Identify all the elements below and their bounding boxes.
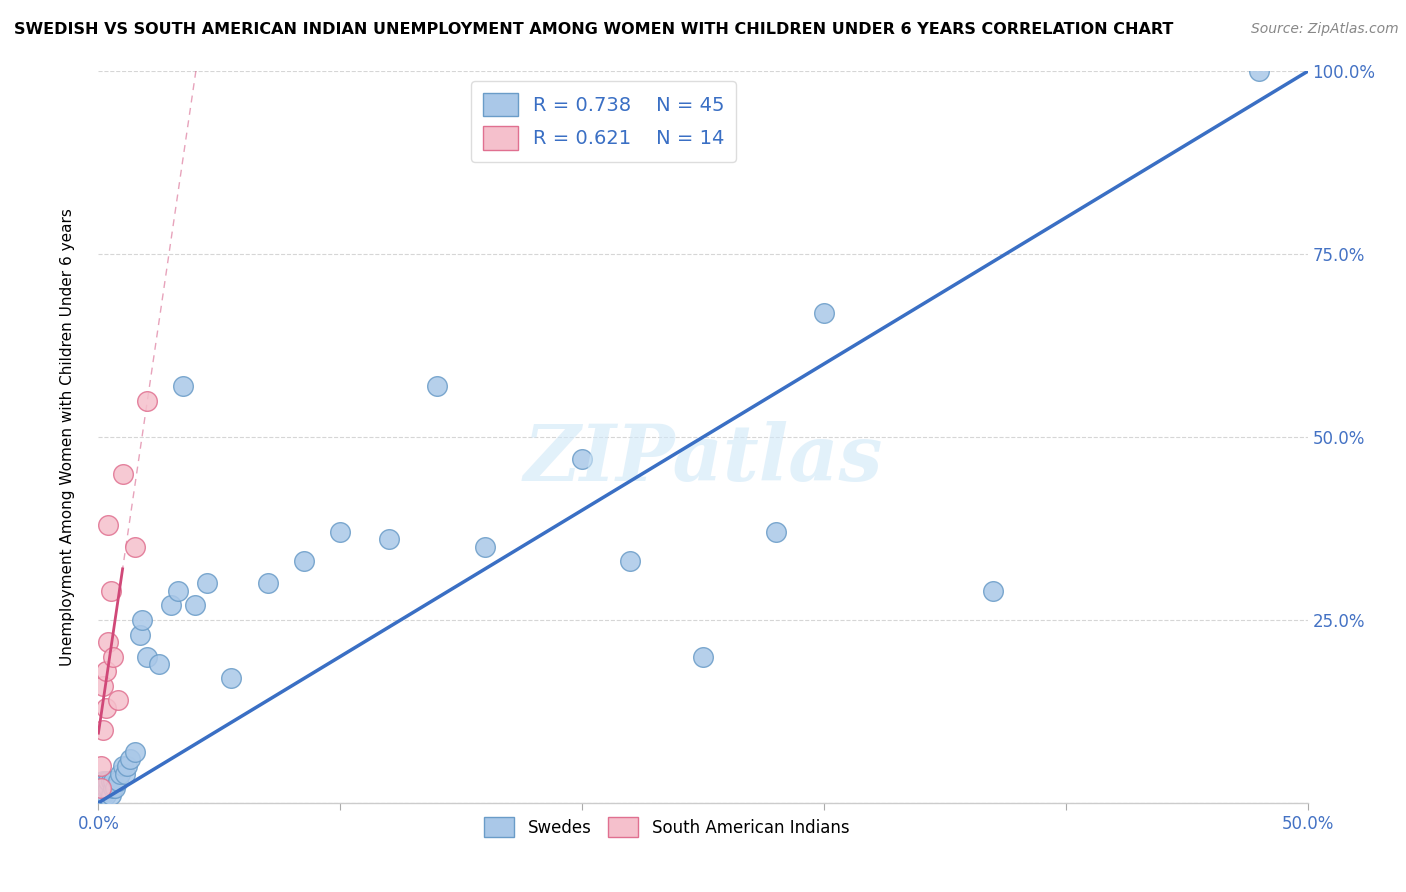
Point xyxy=(114,766,136,780)
Point xyxy=(101,649,124,664)
Point xyxy=(94,700,117,714)
Point xyxy=(97,635,120,649)
Point xyxy=(111,467,134,481)
Point xyxy=(90,759,112,773)
Point xyxy=(160,599,183,613)
Point xyxy=(101,781,124,796)
Point xyxy=(692,649,714,664)
Point xyxy=(108,766,131,780)
Point xyxy=(100,583,122,598)
Point xyxy=(765,525,787,540)
Point xyxy=(94,773,117,788)
Point xyxy=(91,679,114,693)
Point xyxy=(195,576,218,591)
Text: SWEDISH VS SOUTH AMERICAN INDIAN UNEMPLOYMENT AMONG WOMEN WITH CHILDREN UNDER 6 : SWEDISH VS SOUTH AMERICAN INDIAN UNEMPLO… xyxy=(14,22,1174,37)
Point xyxy=(329,525,352,540)
Point xyxy=(981,583,1004,598)
Point xyxy=(111,759,134,773)
Point xyxy=(100,773,122,788)
Point xyxy=(131,613,153,627)
Point xyxy=(377,533,399,547)
Point xyxy=(148,657,170,671)
Point xyxy=(571,452,593,467)
Point xyxy=(426,379,449,393)
Point xyxy=(94,664,117,678)
Point xyxy=(124,540,146,554)
Point xyxy=(128,627,150,641)
Legend: Swedes, South American Indians: Swedes, South American Indians xyxy=(477,809,858,846)
Point xyxy=(619,554,641,568)
Point xyxy=(91,781,114,796)
Point xyxy=(101,773,124,788)
Point xyxy=(107,773,129,788)
Point xyxy=(97,773,120,788)
Point xyxy=(100,789,122,803)
Point xyxy=(94,789,117,803)
Point xyxy=(91,723,114,737)
Point xyxy=(256,576,278,591)
Point xyxy=(91,789,114,803)
Point xyxy=(184,599,207,613)
Point xyxy=(118,752,141,766)
Y-axis label: Unemployment Among Women with Children Under 6 years: Unemployment Among Women with Children U… xyxy=(60,208,75,666)
Point xyxy=(221,672,243,686)
Point xyxy=(117,759,139,773)
Text: ZIPatlas: ZIPatlas xyxy=(523,421,883,497)
Point xyxy=(104,781,127,796)
Text: Source: ZipAtlas.com: Source: ZipAtlas.com xyxy=(1251,22,1399,37)
Point xyxy=(94,781,117,796)
Point xyxy=(90,781,112,796)
Point xyxy=(135,393,157,408)
Point xyxy=(292,554,315,568)
Point xyxy=(97,781,120,796)
Point xyxy=(135,649,157,664)
Point xyxy=(172,379,194,393)
Point xyxy=(124,745,146,759)
Point xyxy=(474,540,496,554)
Point xyxy=(90,789,112,803)
Point xyxy=(167,583,190,598)
Point xyxy=(107,693,129,707)
Point xyxy=(813,306,835,320)
Point xyxy=(97,517,120,532)
Point xyxy=(1249,64,1271,78)
Point xyxy=(90,781,112,796)
Point xyxy=(91,773,114,788)
